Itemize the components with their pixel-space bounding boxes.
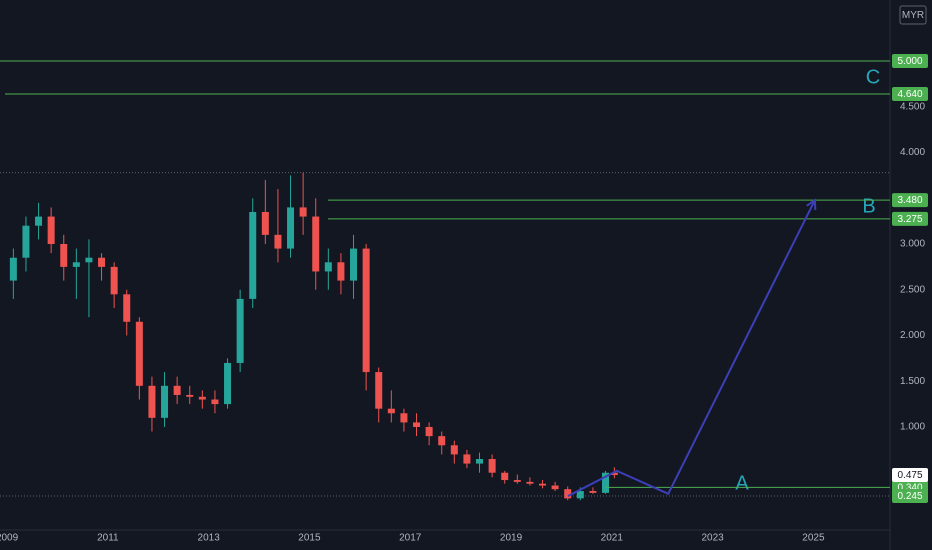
candle-body [236,298,244,363]
candle-body [186,394,194,397]
x-tick-label: 2023 [701,533,724,544]
candle-body [60,244,68,267]
candle-body [488,459,496,473]
candle-body [425,426,433,437]
candle-body [526,481,534,484]
candle-body [602,472,610,493]
last-price-tag [892,468,928,483]
x-tick-label: 2009 [0,533,19,544]
candle-body [22,225,30,258]
y-tick-label: 2.000 [900,330,925,341]
candle-body [47,216,55,245]
level-label: 3.275 [897,214,922,225]
candle-body [438,436,446,446]
candle-body [539,483,547,486]
candle-body [287,207,295,249]
candle-body [135,321,143,386]
y-tick-label: 4.000 [900,147,925,158]
y-tick-label: 1.000 [900,422,925,433]
candle-body [476,459,484,464]
candle-body [173,385,181,395]
level-tag [892,193,928,208]
x-tick-label: 2015 [298,533,321,544]
candle-body [123,294,131,322]
candle-body [564,489,572,499]
candle-body [513,480,521,482]
candle-body [551,485,559,490]
annotation: A [735,472,749,494]
candle-body [148,385,156,418]
candle-body [110,266,118,295]
candle-body [249,211,257,299]
y-tick-label: 4.500 [900,101,925,112]
x-tick-label: 2021 [601,533,624,544]
level-tag [892,86,928,101]
x-tick-label: 2017 [399,533,422,544]
x-tick-label: 2011 [97,533,119,544]
candle-body [312,216,320,272]
currency-box [899,5,927,25]
candle-body [413,422,421,427]
projection-arrowhead [806,198,817,211]
candle-body [576,491,584,499]
currency: MYR [902,10,924,21]
low-label: 0.245 [897,491,922,502]
x-tick-label: 2019 [500,533,523,544]
candle-body [261,211,269,235]
candle-body [85,257,93,263]
candle-body [9,257,17,281]
candle-body [610,472,618,476]
level-label: 5.000 [897,56,922,67]
candle-body [463,454,471,464]
candle-body [211,399,219,405]
last-price-label: 0.475 [897,470,922,481]
level-tag [892,54,928,69]
level-tag [892,211,928,226]
y-tick-label: 3.000 [900,239,925,250]
x-tick-label: 2025 [802,533,825,544]
candle-body [72,262,80,267]
candle-body [387,408,395,414]
candle-body [299,207,307,217]
candle-body [324,262,332,272]
projection [567,199,816,497]
level-label: 3.480 [897,195,922,206]
candle-body [98,257,106,267]
annotation: C [866,66,880,88]
level-label: 0.340 [897,483,922,494]
annotation: B [862,195,875,217]
candle-body [589,491,597,493]
candle-body [375,372,383,409]
candle-body [350,248,358,281]
candle-body [161,385,169,418]
candle-body [400,413,408,423]
candle-body [501,472,509,481]
candle-body [224,362,232,405]
candle-body [274,234,282,249]
y-tick-label: 2.500 [900,284,925,295]
x-tick-label: 2013 [198,533,221,544]
candle-body [450,445,458,455]
low-tag [892,489,928,504]
level-label: 4.640 [897,89,922,100]
candle-body [198,396,206,400]
y-tick-label: 1.500 [900,376,925,387]
candle-body [35,216,43,226]
candle-body [362,248,370,373]
candle-body [337,262,345,281]
